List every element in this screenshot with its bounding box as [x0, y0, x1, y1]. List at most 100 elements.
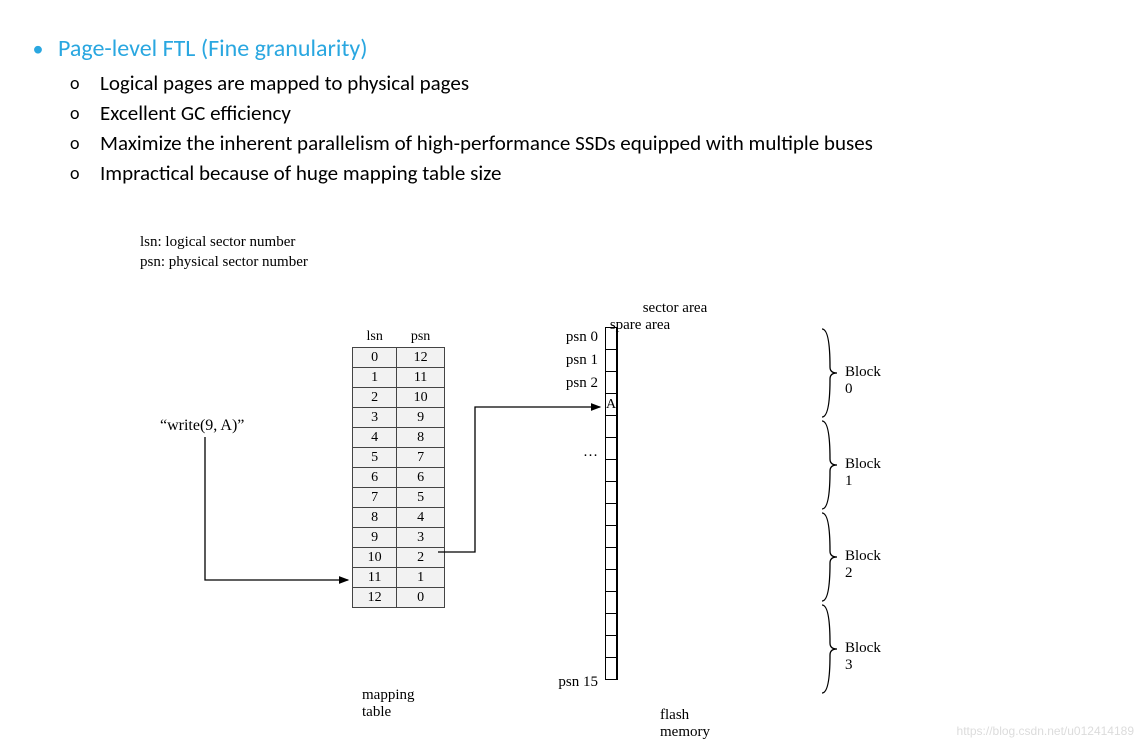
psn-label: psn 15: [543, 674, 598, 691]
flash-spare-cell: [617, 526, 618, 548]
mapping-cell: 5: [397, 488, 444, 508]
flash-sector-cell: [606, 504, 617, 526]
mapping-cell: 9: [397, 408, 444, 428]
mapping-cell: 8: [353, 508, 397, 528]
flash-row: [606, 548, 618, 570]
mapping-cell: 1: [397, 568, 444, 588]
flash-spare-cell: [617, 658, 618, 680]
mapping-row: 84: [353, 508, 445, 528]
flash-row: [606, 526, 618, 548]
sub-bullet-text: Excellent GC efficiency: [100, 98, 291, 128]
flash-sector-cell: [606, 350, 617, 372]
flash-sector-cell: [606, 416, 617, 438]
flash-row: [606, 482, 618, 504]
legend-line: psn: physical sector number: [140, 252, 308, 272]
mapping-row: 93: [353, 528, 445, 548]
flash-sector-cell: A: [606, 394, 617, 416]
flash-sector-cell: [606, 526, 617, 548]
mapping-row: 75: [353, 488, 445, 508]
flash-spare-cell: [617, 548, 618, 570]
flash-spare-cell: [617, 482, 618, 504]
mapping-table-caption: mapping table: [362, 687, 415, 721]
mapping-row: 120: [353, 588, 445, 608]
flash-row: [606, 416, 618, 438]
write-operation-label: “write(9, A)”: [160, 417, 244, 435]
block-brace: [820, 327, 840, 419]
mapping-cell: 0: [353, 348, 397, 368]
sector-area-label: sector area: [605, 300, 745, 317]
flash-row: [606, 438, 618, 460]
flash-sector-cell: [606, 372, 617, 394]
mapping-cell: 3: [397, 528, 444, 548]
bullet-icon: •: [18, 32, 58, 66]
flash-sector-cell: [606, 460, 617, 482]
flash-spare-cell: [617, 592, 618, 614]
mapping-row: 111: [353, 568, 445, 588]
ftl-diagram: lsn: logical sector number psn: physical…: [140, 232, 308, 272]
psn-label: psn 2: [543, 375, 598, 392]
mapping-row: 102: [353, 548, 445, 568]
block-brace: [820, 511, 840, 603]
watermark: https://blog.csdn.net/u012414189: [957, 724, 1134, 738]
sub-bullet-text: Impractical because of huge mapping tabl…: [100, 158, 501, 188]
flash-spare-cell: [617, 438, 618, 460]
mapping-cell: 5: [353, 448, 397, 468]
flash-spare-cell: [617, 504, 618, 526]
sub-bullet: o Impractical because of huge mapping ta…: [70, 158, 1146, 188]
mapping-cell: 3: [353, 408, 397, 428]
mapping-row: 012: [353, 348, 445, 368]
flash-spare-cell: [617, 328, 618, 350]
flash-sector-cell: [606, 614, 617, 636]
mapping-cell: 12: [353, 588, 397, 608]
flash-sector-cell: [606, 592, 617, 614]
flash-sector-cell: [606, 328, 617, 350]
flash-sector-cell: [606, 658, 617, 680]
mapping-table: lsn psn 01211121039485766758493102111120: [352, 327, 445, 608]
sub-bullet-text: Logical pages are mapped to physical pag…: [100, 68, 469, 98]
flash-sector-cell: [606, 636, 617, 658]
sub-bullet: o Excellent GC efficiency: [70, 98, 1146, 128]
block-label: Block 3: [845, 640, 881, 674]
mapping-cell: 7: [353, 488, 397, 508]
mapping-cell: 8: [397, 428, 444, 448]
psn-label: …: [543, 444, 598, 461]
mapping-row: 66: [353, 468, 445, 488]
flash-sector-cell: [606, 482, 617, 504]
flash-spare-cell: [617, 614, 618, 636]
mapping-row: 48: [353, 428, 445, 448]
mapping-cell: 12: [397, 348, 444, 368]
flash-sector-cell: [606, 548, 617, 570]
sub-bullet-icon: o: [70, 98, 100, 128]
flash-memory-grid: A: [605, 327, 618, 680]
flash-row: [606, 658, 618, 680]
flash-row: [606, 504, 618, 526]
mapping-cell: 10: [397, 388, 444, 408]
mapping-cell: 0: [397, 588, 444, 608]
mapping-row: 210: [353, 388, 445, 408]
title-bullet: • Page-level FTL (Fine granularity): [18, 32, 1146, 66]
flash-row: [606, 570, 618, 592]
mapping-row: 39: [353, 408, 445, 428]
mapping-cell: 10: [353, 548, 397, 568]
block-label: Block 2: [845, 548, 881, 582]
flash-sector-cell: [606, 570, 617, 592]
flash-spare-cell: [617, 350, 618, 372]
sub-bullet-text: Maximize the inherent parallelism of hig…: [100, 128, 873, 158]
flash-row: [606, 372, 618, 394]
flash-row: [606, 592, 618, 614]
mapping-row: 57: [353, 448, 445, 468]
flash-row: [606, 460, 618, 482]
mapping-cell: 4: [353, 428, 397, 448]
mapping-cell: 11: [397, 368, 444, 388]
flash-spare-cell: [617, 460, 618, 482]
mapping-row: 111: [353, 368, 445, 388]
flash-row: [606, 328, 618, 350]
block-brace: [820, 603, 840, 695]
sub-bullet: o Logical pages are mapped to physical p…: [70, 68, 1146, 98]
flash-row: [606, 350, 618, 372]
sub-bullet-icon: o: [70, 128, 100, 158]
mapping-cell: 6: [353, 468, 397, 488]
mapping-cell: 6: [397, 468, 444, 488]
flash-row: A: [606, 394, 618, 416]
mapping-cell: 2: [397, 548, 444, 568]
